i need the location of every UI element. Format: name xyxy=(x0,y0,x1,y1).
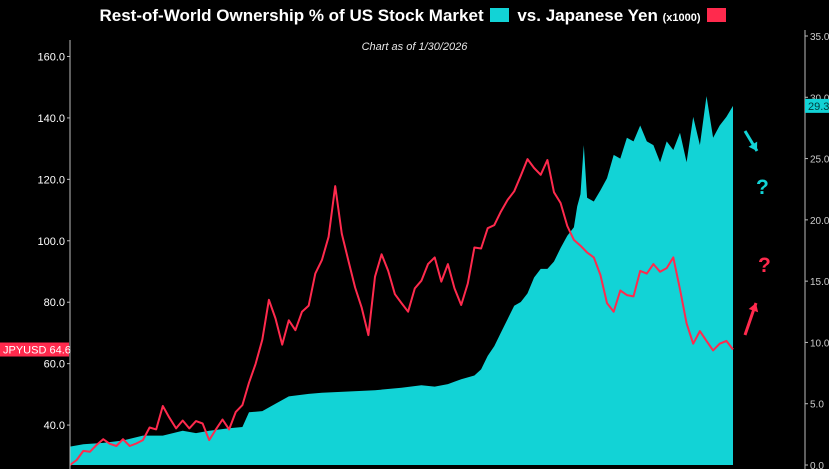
red-arrow-up-head xyxy=(748,303,759,313)
question-mark-red: ? xyxy=(758,254,771,277)
ownership-last-badge xyxy=(805,98,829,113)
ownership-area-layer xyxy=(70,96,733,465)
right-tick-label: 30.0 xyxy=(810,93,829,104)
ownership-area xyxy=(70,96,733,465)
annotation-layer xyxy=(743,130,759,336)
cyan-arrow-down-head xyxy=(748,141,758,151)
chart-subtitle: Chart as of 1/30/2026 xyxy=(361,41,468,53)
legend-swatch-ownership xyxy=(489,8,509,22)
left-tick-label: 120.0 xyxy=(37,174,65,186)
left-tick-label: 160.0 xyxy=(37,52,65,64)
right-tick-label: 0.0 xyxy=(810,461,824,469)
right-tick-label: 25.0 xyxy=(810,155,829,166)
chart-title: Rest-of-World Ownership % of US Stock Ma… xyxy=(0,6,829,26)
title-vs: vs. Japanese Yen xyxy=(517,6,658,25)
yen-last-value: JPYUSD 64.6 xyxy=(3,345,71,357)
legend-swatch-yen xyxy=(706,8,726,22)
yen-last-badge xyxy=(0,342,69,357)
right-tick-label: 35.0 xyxy=(810,32,829,43)
right-tick-label: 15.0 xyxy=(810,277,829,288)
title-unit: (x1000) xyxy=(662,12,701,24)
left-tick-label: 40.0 xyxy=(44,420,65,432)
title-main: Rest-of-World Ownership % of US Stock Ma… xyxy=(99,6,484,25)
ownership-last-value: 29.3 xyxy=(808,101,829,113)
left-tick-label: 80.0 xyxy=(44,297,65,309)
right-tick-label: 20.0 xyxy=(810,216,829,227)
yen-line xyxy=(69,158,734,466)
yen-line-layer xyxy=(69,158,734,466)
right-tick-label: 5.0 xyxy=(810,400,824,411)
axes-layer: 40.0 60.0 80.0 100.0 120.0 140.0 160.0 0.0 5.0 10… xyxy=(0,30,829,469)
left-tick-label: 60.0 xyxy=(44,359,65,371)
right-tick-label: 10.0 xyxy=(810,338,829,349)
left-tick-label: 100.0 xyxy=(37,236,65,248)
question-mark-cyan: ? xyxy=(756,176,769,199)
left-tick-label: 140.0 xyxy=(37,113,65,125)
